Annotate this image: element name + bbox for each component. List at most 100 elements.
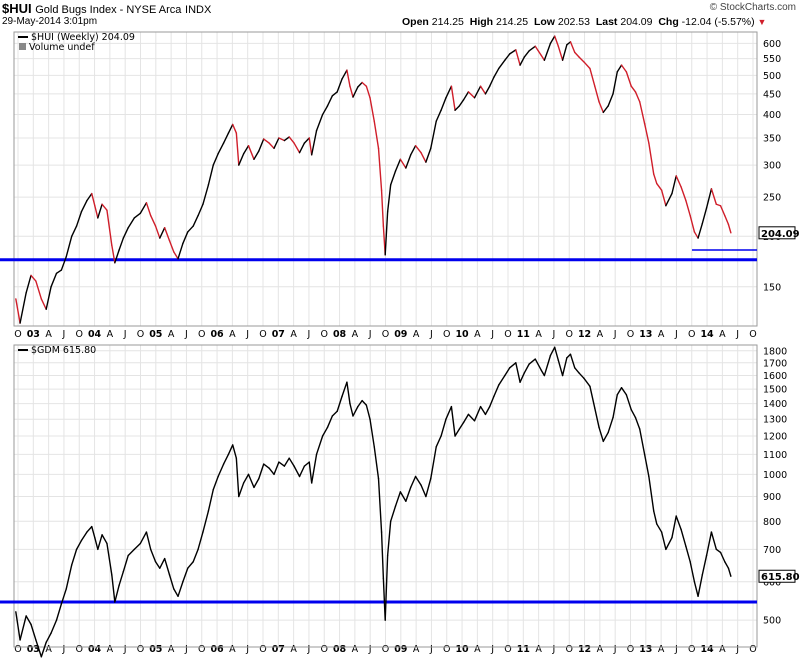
series-segment [45, 632, 52, 643]
x-tick-label: J [735, 644, 739, 655]
x-tick-label: O [198, 644, 205, 655]
series-segment [680, 186, 687, 202]
series-segment [515, 49, 521, 66]
x-tick-label: O [259, 329, 266, 340]
x-tick-label: O [688, 644, 695, 655]
series-segment [242, 144, 250, 155]
series-segment [680, 528, 687, 548]
series-segment [430, 120, 437, 150]
x-tick-label: 10 [455, 644, 469, 655]
x-tick-label: A [352, 644, 359, 655]
x-tick-label: O [137, 644, 144, 655]
x-tick-label: O [504, 644, 511, 655]
series-segment [660, 189, 667, 207]
series-segment [399, 158, 407, 169]
series-segment [689, 214, 696, 233]
open-value: 214.25 [431, 16, 464, 28]
series-segment [232, 123, 238, 134]
series-segment [30, 274, 37, 282]
series-segment [80, 531, 88, 542]
x-tick-label: J [429, 644, 433, 655]
x-tick-label: J [490, 329, 494, 340]
series-segment [689, 561, 696, 583]
series-segment [75, 539, 83, 551]
x-tick-label: 13 [639, 329, 652, 340]
x-tick-label: 14 [700, 644, 714, 655]
series-segment [450, 85, 456, 111]
series-segment [414, 475, 422, 486]
last-value-text: 615.80 [761, 572, 800, 583]
series-segment [122, 554, 129, 573]
x-tick-label: A [413, 644, 420, 655]
series-segment [106, 542, 113, 576]
series-segment [273, 137, 280, 150]
series-segment [94, 536, 99, 551]
series-segment [283, 457, 290, 467]
series-segment [258, 463, 265, 480]
x-tick-label: A [168, 329, 175, 340]
series-segment [488, 395, 495, 408]
series-segment [420, 484, 427, 498]
series-segment [149, 548, 157, 563]
series-segment [303, 461, 310, 467]
series-segment [435, 435, 442, 448]
series-segment [149, 214, 157, 227]
x-tick-label: J [245, 644, 249, 655]
y-tick-label: 1000 [763, 470, 787, 481]
x-tick-label: A [658, 644, 665, 655]
x-tick-label: 09 [394, 644, 407, 655]
x-tick-label: O [321, 644, 328, 655]
series-segment [212, 153, 219, 166]
series-segment [583, 377, 591, 388]
series-segment [262, 463, 270, 469]
x-tick-label: O [443, 644, 450, 655]
series-segment [724, 214, 730, 226]
series-segment [168, 574, 175, 590]
x-tick-label: O [14, 329, 21, 340]
x-tick-label: O [749, 329, 756, 340]
series-segment [634, 416, 641, 430]
x-tick-label: A [719, 329, 726, 340]
series-segment [40, 641, 47, 658]
series-segment [715, 548, 722, 554]
series-segment [598, 101, 604, 114]
series-segment [697, 574, 704, 597]
x-tick-label: O [198, 329, 205, 340]
x-tick-label: 03 [27, 329, 40, 340]
series-segment [86, 192, 93, 202]
series-segment [202, 510, 210, 533]
series-segment [293, 465, 301, 478]
series-segment [639, 428, 646, 456]
y-tick-label: 1300 [763, 415, 787, 426]
series-segment [197, 531, 204, 551]
series-segment [253, 477, 260, 489]
series-segment [15, 298, 21, 324]
y-tick-label: 700 [763, 545, 781, 556]
series-segment [352, 86, 359, 98]
x-tick-label: O [627, 644, 634, 655]
series-segment [336, 78, 343, 93]
legend-label: $HUI (Weekly) 204.09 [31, 32, 135, 43]
series-segment [386, 520, 392, 557]
series-segment [50, 272, 58, 288]
x-tick-label: O [382, 329, 389, 340]
x-tick-label: A [535, 644, 542, 655]
x-tick-label: A [290, 329, 297, 340]
series-segment [389, 505, 397, 522]
symbol: $HUI [2, 1, 32, 16]
series-segment [467, 91, 476, 99]
series-segment [435, 109, 442, 122]
x-tick-label: A [107, 644, 114, 655]
series-segment [685, 545, 691, 563]
series-segment [479, 85, 487, 95]
x-tick-label: A [719, 644, 726, 655]
series-segment [693, 231, 699, 239]
x-tick-label: J [674, 329, 678, 340]
series-segment [133, 212, 142, 219]
series-segment [540, 54, 546, 61]
series-segment [127, 548, 135, 557]
plot-frame [13, 344, 758, 648]
series-segment [602, 431, 609, 443]
chg-value: -12.04 (-5.57%) [681, 16, 755, 28]
series-segment [25, 615, 32, 626]
